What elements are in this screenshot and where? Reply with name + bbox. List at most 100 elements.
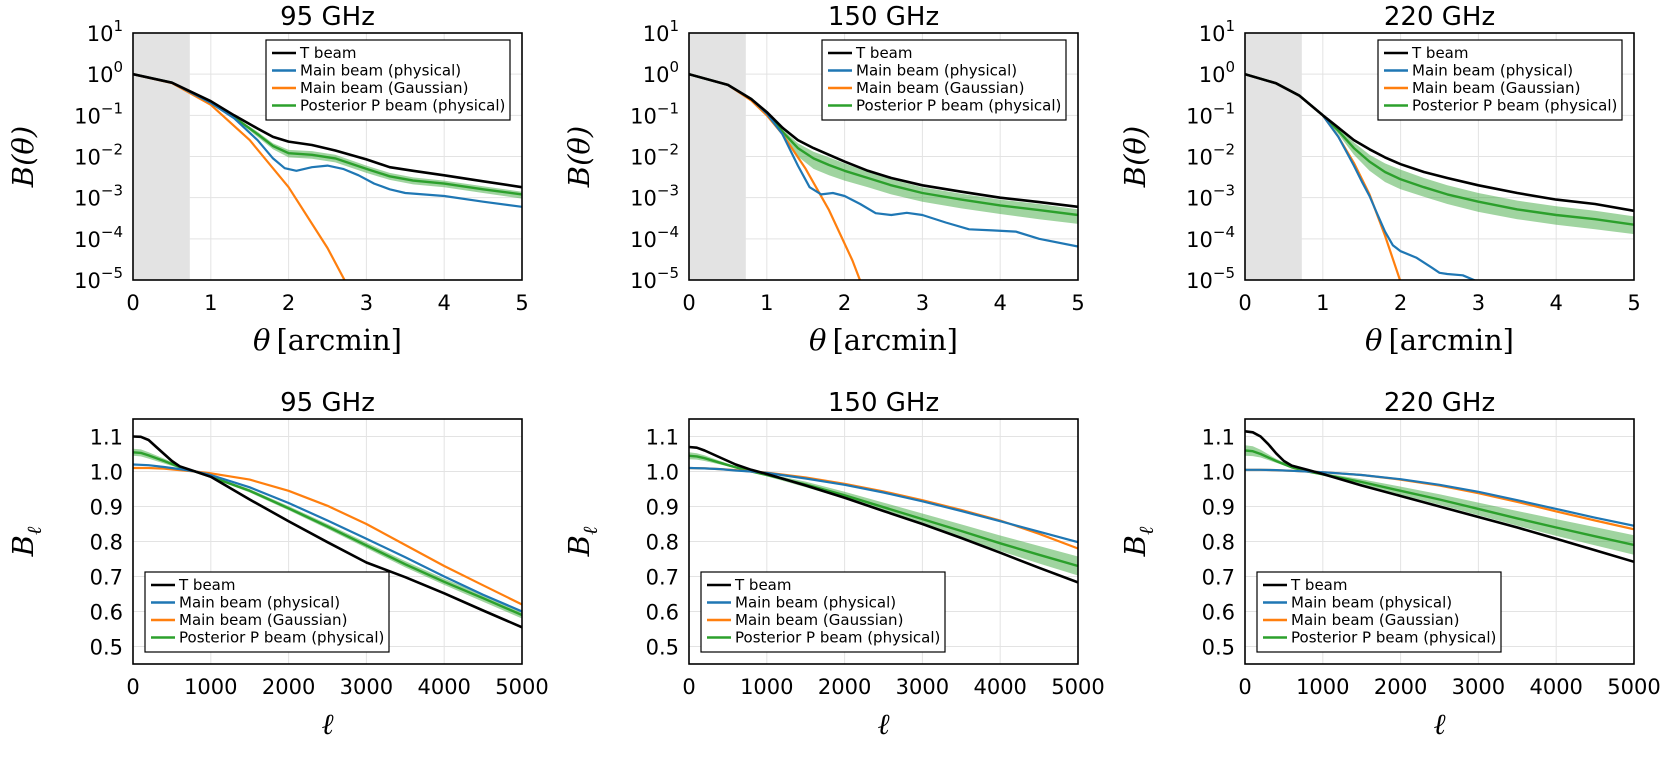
x-tick-label: 0	[126, 675, 139, 699]
legend-label: T beam	[1411, 44, 1468, 62]
x-tick-label: 2	[282, 291, 295, 315]
series-line-4	[133, 451, 522, 617]
x-tick-label: 5	[1071, 291, 1084, 315]
legend-label: Main beam (Gaussian)	[1291, 611, 1459, 629]
y-tick-label: 0.6	[90, 601, 123, 625]
y-tick-label: 100	[87, 58, 123, 87]
x-tick-label: 4000	[417, 675, 470, 699]
panel-title: 95 GHz	[280, 2, 375, 32]
y-tick-label: 100	[643, 58, 679, 87]
y-tick-label: 10−4	[630, 223, 679, 252]
legend-box	[1377, 39, 1623, 121]
panel-4: 0 1000 2000 3000 4000 5000 1.1 1.0 0.9 0.8 0.7 0.6 0…	[6, 388, 549, 741]
x-tick-label: 1	[760, 291, 773, 315]
y-tick-label: 0.8	[90, 531, 123, 555]
series-line-1	[689, 445, 1078, 584]
plot-area	[1245, 72, 1634, 280]
x-tick-label: 4	[1550, 291, 1563, 315]
x-axis-label: ℓ	[321, 707, 333, 741]
legend-label: Posterior P beam (physical)	[856, 97, 1061, 115]
y-tick-label: 101	[643, 17, 679, 46]
series-line-4	[1245, 449, 1634, 547]
panel-2: 0 1 2 3 4 5 101 100 10−1 10−2 10−3 10−4 10−5 150 GHz θ…	[562, 2, 1085, 357]
legend-label: Main beam (physical)	[179, 594, 340, 612]
series-line-2	[689, 466, 1078, 544]
y-axis-label: Bℓ	[6, 526, 46, 557]
y-tick-label: 10−4	[1186, 223, 1235, 252]
x-tick-label: 4000	[973, 675, 1026, 699]
x-tick-label: 1000	[1296, 675, 1349, 699]
y-tick-label: 10−1	[1186, 99, 1235, 128]
y-tick-label: 10−2	[74, 141, 123, 170]
legend-box	[144, 571, 390, 653]
y-tick-label: 0.5	[90, 636, 123, 660]
x-tick-label: 3	[1472, 291, 1485, 315]
x-tick-label: 5	[1627, 291, 1640, 315]
x-tick-label: 3	[916, 291, 929, 315]
x-tick-label: 0	[1238, 291, 1251, 315]
y-tick-label: 10−5	[74, 264, 123, 293]
x-tick-label: 0	[126, 291, 139, 315]
legend-label: T beam	[855, 44, 912, 62]
axes-frame	[688, 418, 1079, 665]
series-line-1	[1245, 72, 1634, 213]
y-tick-label: 0.6	[646, 601, 679, 625]
y-tick-label: 0.6	[1202, 601, 1235, 625]
y-tick-label: 10−1	[74, 99, 123, 128]
x-tick-label: 2000	[1374, 675, 1427, 699]
y-axis-label: Bℓ	[562, 526, 602, 557]
series-line-3	[133, 466, 522, 606]
series-line-1	[689, 72, 1078, 209]
legend-label: T beam	[734, 576, 791, 594]
series-line-2	[1245, 468, 1634, 527]
legend-box	[700, 571, 946, 653]
x-axis-label: θ [arcmin]	[253, 323, 402, 357]
y-tick-label: 1.1	[1202, 426, 1235, 450]
x-axis-label: θ [arcmin]	[809, 323, 958, 357]
y-tick-label: 101	[87, 17, 123, 46]
x-tick-label: 2	[1394, 291, 1407, 315]
y-tick-label: 10−4	[74, 223, 123, 252]
x-tick-label: 2000	[262, 675, 315, 699]
plot-area	[689, 445, 1078, 584]
legend-box	[1256, 571, 1502, 653]
panel-title: 220 GHz	[1384, 2, 1495, 32]
x-tick-label: 2	[838, 291, 851, 315]
y-tick-label: 10−2	[630, 141, 679, 170]
series-line-1	[133, 435, 522, 629]
y-tick-label: 0.9	[1202, 496, 1235, 520]
x-tick-label: 5000	[1051, 675, 1104, 699]
y-tick-label: 10−5	[630, 264, 679, 293]
legend-label: T beam	[299, 44, 356, 62]
y-tick-label: 1.0	[90, 461, 123, 485]
series-line-2	[133, 73, 522, 208]
x-tick-label: 0	[1238, 675, 1251, 699]
legend-label: Main beam (Gaussian)	[1412, 79, 1580, 97]
x-axis-label: ℓ	[1433, 707, 1445, 741]
panel-title: 95 GHz	[280, 388, 375, 418]
y-tick-label: 0.9	[646, 496, 679, 520]
y-tick-label: 10−1	[630, 99, 679, 128]
y-tick-label: 0.8	[1202, 531, 1235, 555]
panel-title: 150 GHz	[828, 2, 939, 32]
y-tick-label: 10−3	[630, 182, 679, 211]
axes-frame	[132, 418, 523, 665]
x-tick-label: 0	[682, 291, 695, 315]
y-tick-label: 10−3	[1186, 182, 1235, 211]
x-tick-label: 4000	[1529, 675, 1582, 699]
y-tick-label: 0.8	[646, 531, 679, 555]
series-line-1	[133, 72, 522, 189]
y-axis-label: B(θ)	[1118, 126, 1152, 188]
x-tick-label: 4	[438, 291, 451, 315]
plot-area	[689, 72, 1078, 280]
series-line-2	[689, 73, 1078, 248]
axes-frame	[688, 32, 1079, 281]
x-tick-label: 1	[1316, 291, 1329, 315]
legend-label: Posterior P beam (physical)	[735, 629, 940, 647]
legend-label: T beam	[1290, 576, 1347, 594]
axes-frame	[1244, 418, 1635, 665]
